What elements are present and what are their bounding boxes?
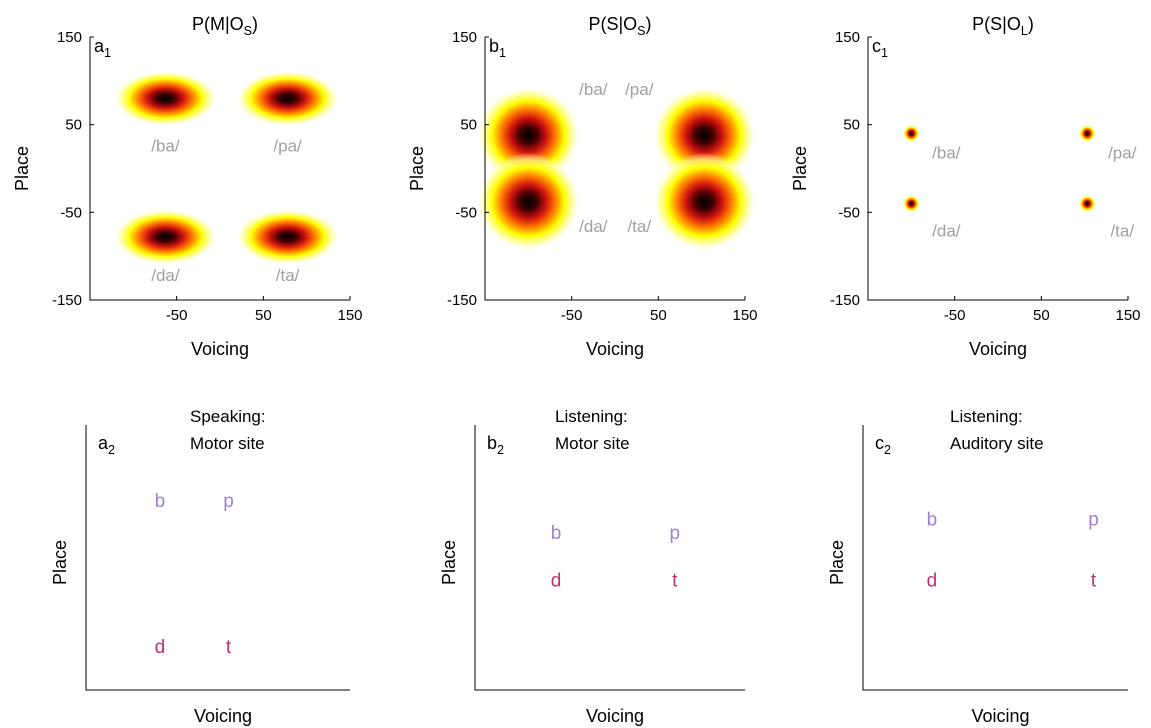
phoneme-b: b: [927, 510, 938, 531]
axis-lines: [474, 425, 745, 691]
y-tick-label: -150: [830, 292, 860, 309]
syllable-label-ba: /ba/: [151, 136, 180, 155]
panel-label: a2: [98, 433, 115, 457]
y-tick-label: 150: [57, 29, 82, 46]
y-tick-label: -150: [52, 292, 82, 309]
panel-a2: b p d t a2 Speaking: Motor site Voicing Place: [50, 407, 350, 726]
panel-label: b1: [489, 36, 506, 60]
y-axis-label: Place: [407, 146, 427, 191]
x-tick-label: -50: [166, 307, 188, 324]
y-tick-label: 50: [65, 117, 82, 134]
density-blob-ta: [1078, 194, 1096, 213]
syllable-label-ta: /ta/: [276, 266, 300, 285]
panel-b1: /ba/ /pa/ /da/ /ta/ -50 50 150 150 50 -50 -150 Voic…: [407, 14, 758, 359]
y-axis-label: Place: [50, 540, 70, 585]
panel-caption-line: Motor site: [555, 434, 630, 453]
panel-caption-line: Listening:: [555, 407, 628, 426]
phoneme-d: d: [927, 571, 938, 592]
y-tick-label: 50: [843, 117, 860, 134]
syllable-label-da: /da/: [579, 217, 608, 236]
x-axis-label: Voicing: [971, 706, 1029, 726]
phoneme-p: p: [223, 491, 234, 512]
y-tick-label: 50: [460, 117, 477, 134]
panel-title: P(S|OS): [588, 14, 651, 38]
panel-caption-line: Listening:: [950, 407, 1023, 426]
phoneme-t: t: [672, 571, 678, 592]
x-tick-label: 50: [1033, 307, 1050, 324]
x-tick-label: 150: [337, 307, 362, 324]
density-blob-pa: [1078, 124, 1096, 143]
syllable-label-pa: /pa/: [273, 136, 302, 155]
x-axis-label: Voicing: [969, 339, 1027, 359]
syllable-label-pa: /pa/: [1108, 143, 1137, 162]
panel-c1: /ba/ /pa/ /da/ /ta/ -50 50 150 150 50 -50 -150 Voic…: [790, 14, 1141, 359]
density-blob-ba: [113, 70, 218, 127]
phoneme-p: p: [670, 523, 681, 544]
panel-caption-line: Auditory site: [950, 434, 1044, 453]
y-tick-label: -50: [60, 204, 82, 221]
phoneme-t: t: [226, 637, 232, 658]
panel-label: a1: [94, 36, 111, 60]
x-tick-label: 150: [732, 307, 757, 324]
x-tick-label: 150: [1115, 307, 1140, 324]
y-tick-label: -150: [447, 292, 477, 309]
phoneme-t: t: [1091, 571, 1097, 592]
density-blob-ta: [235, 208, 340, 265]
panel-title: P(S|OL): [972, 14, 1034, 38]
x-tick-label: 50: [650, 307, 667, 324]
density-blob-pa: [235, 70, 340, 127]
syllable-label-da: /da/: [151, 266, 180, 285]
syllable-label-ba: /ba/: [579, 80, 608, 99]
density-blob-ba: [902, 124, 920, 143]
phoneme-d: d: [551, 571, 562, 592]
phoneme-b: b: [155, 491, 166, 512]
density-blob-da: [113, 208, 218, 265]
panel-caption-line: Speaking:: [190, 407, 266, 426]
phoneme-p: p: [1088, 510, 1099, 531]
y-tick-label: -50: [455, 204, 477, 221]
syllable-label-ta: /ta/: [627, 217, 651, 236]
syllable-label-da: /da/: [932, 222, 961, 241]
syllable-label-ta: /ta/: [1110, 222, 1134, 241]
axis-lines: [862, 425, 1128, 691]
x-tick-label: 50: [255, 307, 272, 324]
density-blob-ta: [652, 152, 757, 251]
density-blob-da: [902, 194, 920, 213]
panel-b2: b p d t b2 Listening: Motor site Voicing Place: [439, 407, 745, 726]
x-axis-label: Voicing: [586, 706, 644, 726]
syllable-label-ba: /ba/: [932, 143, 961, 162]
y-tick-label: -50: [838, 204, 860, 221]
panel-label: c1: [872, 36, 888, 60]
panel-c2: b p d t c2 Listening: Auditory site Voicing Plac…: [827, 407, 1128, 726]
y-axis-label: Place: [790, 146, 810, 191]
phoneme-d: d: [155, 637, 166, 658]
panel-label: c2: [875, 433, 891, 457]
x-axis-label: Voicing: [191, 339, 249, 359]
x-axis-label: Voicing: [194, 706, 252, 726]
axis-lines: [867, 37, 1128, 301]
panel-label: b2: [487, 433, 504, 457]
y-tick-label: 150: [452, 29, 477, 46]
syllable-label-pa: /pa/: [625, 80, 654, 99]
axis-lines: [85, 425, 350, 691]
x-tick-label: -50: [944, 307, 966, 324]
x-axis-label: Voicing: [586, 339, 644, 359]
y-tick-label: 150: [835, 29, 860, 46]
panel-caption-line: Motor site: [190, 434, 265, 453]
phoneme-b: b: [551, 523, 562, 544]
y-axis-label: Place: [827, 540, 847, 585]
y-axis-label: Place: [439, 540, 459, 585]
x-tick-label: -50: [561, 307, 583, 324]
density-blob-da: [476, 152, 581, 251]
panel-title: P(M|OS): [192, 14, 258, 38]
y-axis-label: Place: [12, 146, 32, 191]
panel-a1: /ba/ /pa/ /da/ /ta/ -50 50 150 150 50 -50 -150 Voic…: [12, 14, 363, 359]
